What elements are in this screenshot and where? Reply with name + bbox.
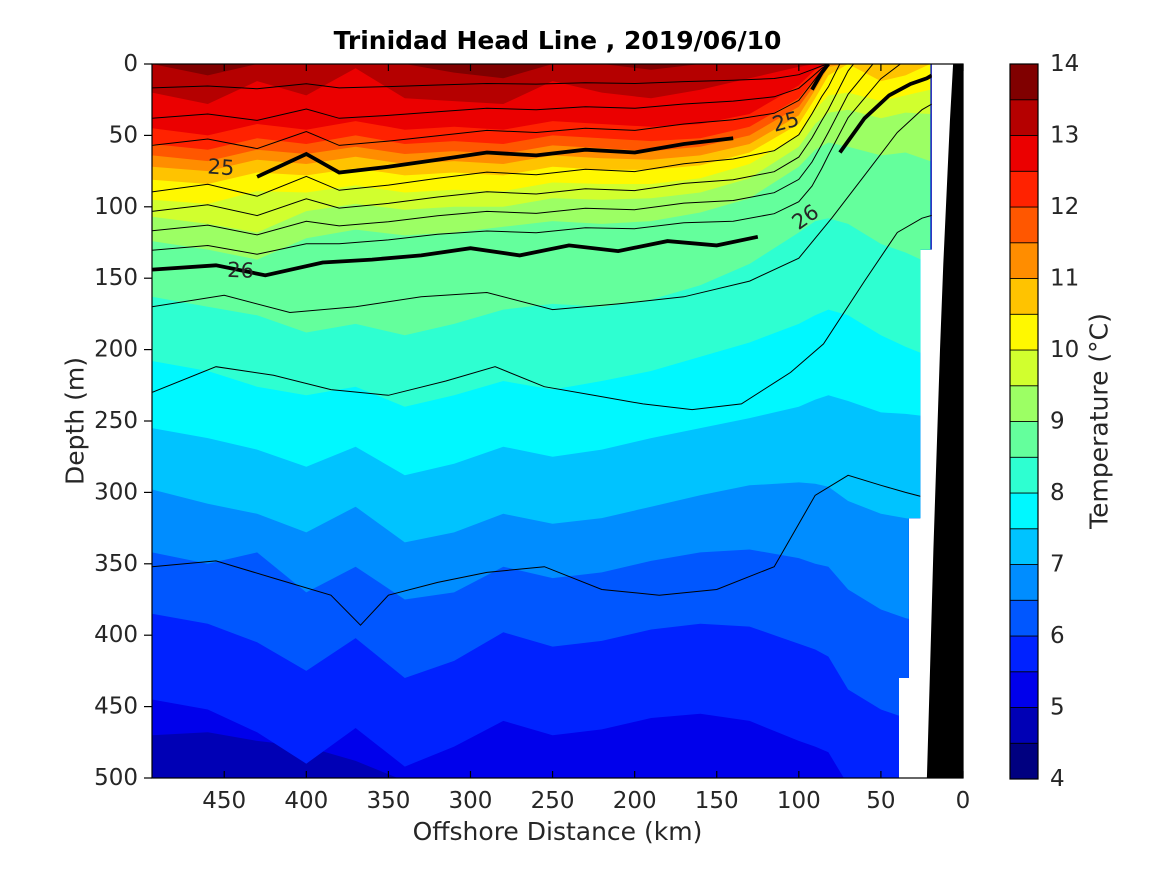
colorbar-tick-label: 14 <box>1050 51 1079 77</box>
colorbar-segment <box>1009 671 1039 708</box>
x-tick-label: 0 <box>956 788 971 814</box>
y-tick-label: 0 <box>123 51 138 77</box>
colorbar-segment <box>1009 421 1039 458</box>
thick-contour-25 <box>256 136 734 179</box>
colorbar-tick-label: 13 <box>1050 123 1079 149</box>
colorbar-border <box>1009 63 1039 780</box>
colorbar-tick-label: 5 <box>1050 695 1065 721</box>
colorbar-tick-label: 7 <box>1050 552 1065 578</box>
colorbar-segment <box>1009 528 1039 565</box>
colorbar-segment <box>1009 385 1039 422</box>
colorbar-label: Temperature (°C) <box>1084 313 1114 529</box>
colorbar-segment <box>1009 742 1039 780</box>
colorbar-segment <box>1009 313 1039 351</box>
x-tick-label: 100 <box>777 788 821 814</box>
colorbar: 4 5 6 7 8 9 10 11 12 13 14 <box>1009 51 1079 792</box>
colorbar-tick-label: 4 <box>1050 766 1065 792</box>
y-tick-label: 150 <box>94 265 138 291</box>
colorbar-segment <box>1009 99 1039 136</box>
x-axis-label: Offshore Distance (km) <box>412 817 703 846</box>
colorbar-tick-label: 8 <box>1050 480 1065 506</box>
x-tick-label: 350 <box>366 788 410 814</box>
colorbar-segment <box>1009 170 1039 208</box>
colorbar-segment <box>1009 564 1039 601</box>
thin-contour <box>152 64 829 121</box>
colorbar-segment <box>1009 635 1039 673</box>
colorbar-segment <box>1009 278 1039 315</box>
thin-contour <box>152 64 901 255</box>
y-tick-label: 50 <box>109 122 138 148</box>
temperature-fill-bands <box>152 64 932 778</box>
colorbar-segment <box>1009 599 1039 637</box>
thick-contour-26 <box>152 234 759 278</box>
y-tick-label: 300 <box>94 479 138 505</box>
y-tick-label: 500 <box>94 765 138 791</box>
fill-band-13 <box>152 64 931 104</box>
thin-contour-26.2 <box>152 103 932 314</box>
thin-contour <box>152 64 854 217</box>
y-tick-label: 250 <box>94 408 138 434</box>
y-axis-label: Depth (m) <box>60 357 90 485</box>
colorbar-segment <box>1009 135 1039 172</box>
y-tick-label: 400 <box>94 622 138 648</box>
thin-contour <box>152 64 874 236</box>
colorbar-segment <box>1009 456 1039 494</box>
plot-title: Trinidad Head Line , 2019/06/10 <box>333 26 782 55</box>
x-tick-label: 50 <box>866 788 895 814</box>
y-tick-label: 200 <box>94 337 138 363</box>
colorbar-tick-label: 9 <box>1050 409 1065 435</box>
colorbar-tick-label: 12 <box>1050 194 1079 220</box>
thick-contour-26 <box>838 73 932 154</box>
axis-ticks <box>144 63 964 779</box>
x-tick-label: 450 <box>202 788 246 814</box>
thin-contour <box>152 64 829 150</box>
y-tick-label: 100 <box>94 194 138 220</box>
x-tick-label: 300 <box>449 788 493 814</box>
thin-contour-26.4 <box>152 214 932 411</box>
colorbar-tick-label: 6 <box>1050 623 1065 649</box>
fill-band-13.5 <box>152 64 931 79</box>
y-tick-label: 450 <box>94 694 138 720</box>
colorbar-segment <box>1009 206 1039 244</box>
thick-contour-25 <box>810 64 830 91</box>
x-tick-label: 400 <box>284 788 328 814</box>
x-tick-label: 150 <box>695 788 739 814</box>
y-tick-label: 350 <box>94 551 138 577</box>
x-tick-label: 250 <box>531 788 575 814</box>
contour-label-26: 26 <box>227 258 255 283</box>
coast-bathymetry-wedge <box>926 64 963 778</box>
density-contour-lines <box>152 64 932 626</box>
thin-contour <box>152 64 841 197</box>
colorbar-segment <box>1009 63 1039 101</box>
colorbar-segment <box>1009 707 1039 744</box>
colorbar-segment <box>1009 242 1039 279</box>
thin-contour <box>152 64 829 90</box>
colorbar-segment <box>1009 349 1039 387</box>
colorbar-segment <box>1009 492 1039 530</box>
colorbar-tick-label: 10 <box>1050 337 1079 363</box>
x-tick-label: 200 <box>613 788 657 814</box>
thin-contour-26.6 <box>152 474 932 626</box>
contour-label-25: 25 <box>207 154 235 180</box>
colorbar-tick-label: 11 <box>1050 266 1079 292</box>
